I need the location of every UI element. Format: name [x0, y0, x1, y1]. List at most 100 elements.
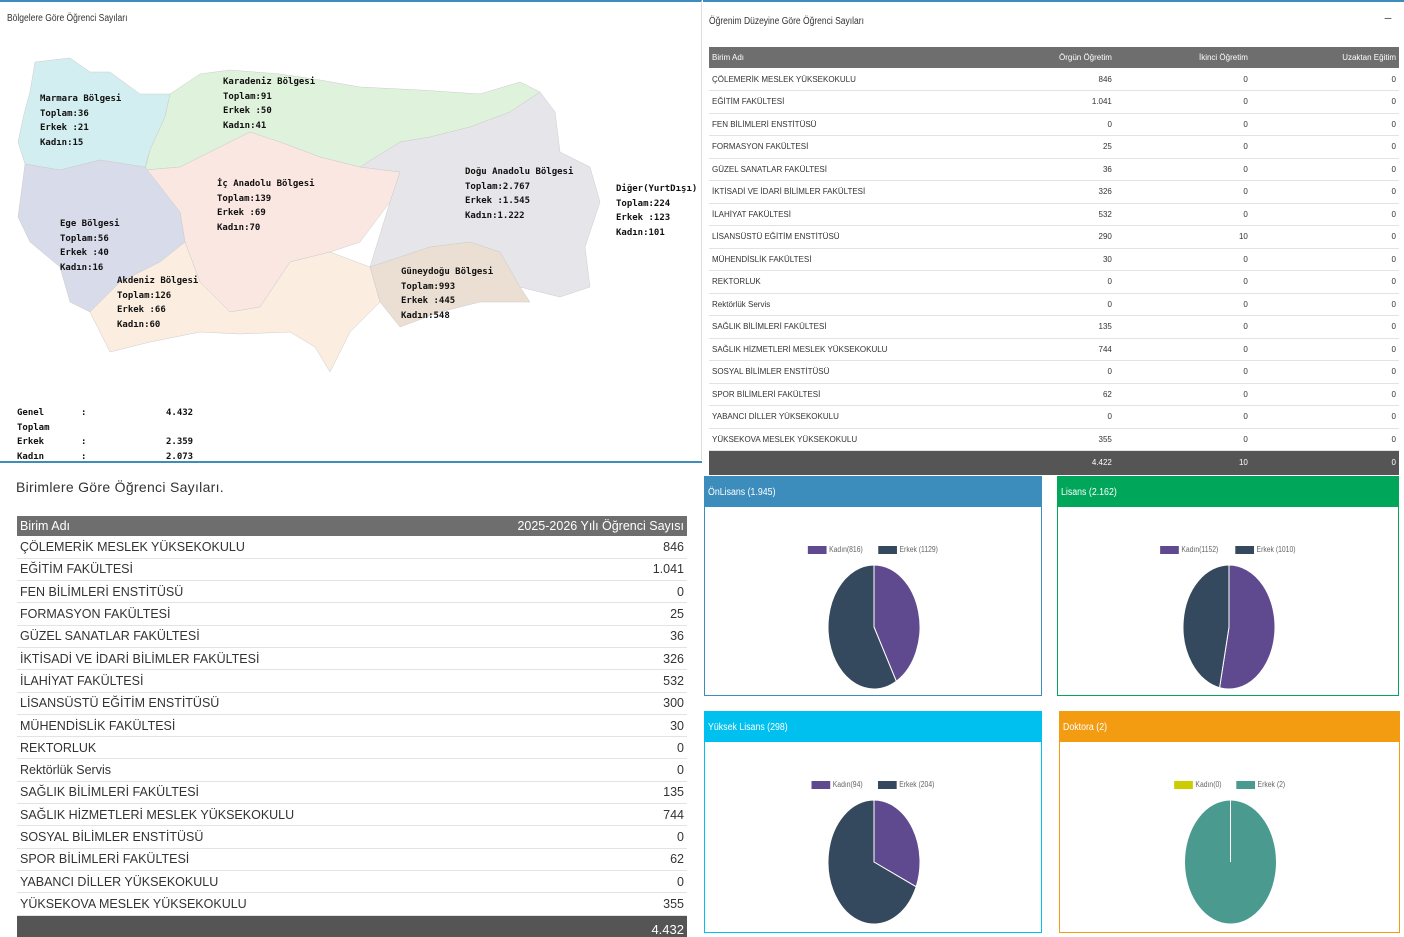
table-cell-value: 0 — [1114, 383, 1251, 406]
total-value: 2.073 — [166, 451, 194, 462]
pie-card: Lisans (2.162) Kadın(1152) Erkek (1010) — [1057, 476, 1399, 696]
pie-card-header: Lisans (2.162) — [1058, 477, 1398, 507]
table-row: REKTORLUK 0 — [17, 736, 687, 760]
table-cell-unit: ÇÖLEMERİK MESLEK YÜKSEKOKULU — [17, 536, 432, 559]
table-row: REKTORLUK 0 0 0 — [709, 270, 1399, 294]
table-row: GÜZEL SANATLAR FAKÜLTESİ 36 0 0 — [709, 158, 1399, 181]
table-cell-unit: FORMASYON FAKÜLTESİ — [709, 135, 969, 159]
table-cell-value: 0 — [1114, 203, 1251, 226]
pie-slice-kadin[interactable] — [1219, 564, 1276, 690]
region-map-panel: Bölgelere Göre Öğrenci Sayıları Marmara … — [0, 0, 702, 462]
table-cell-unit: İKTİSADİ VE İDARİ BİLİMLER FAKÜLTESİ — [709, 180, 969, 204]
table-row: SPOR BİLİMLERİ FAKÜLTESİ 62 0 0 — [709, 383, 1399, 406]
table-row: ÇÖLEMERİK MESLEK YÜKSEKOKULU 846 0 0 — [709, 68, 1399, 91]
table-cell-value: 10 — [1114, 225, 1251, 249]
table-cell-value: 30 — [431, 714, 687, 738]
table-cell-value: 0 — [1250, 338, 1399, 361]
legend-item[interactable]: Erkek (2) — [1235, 780, 1285, 789]
column-header[interactable]: Örgün Öğretim — [969, 47, 1115, 68]
region-stat: Erkek :21 — [40, 123, 89, 133]
table-cell-value: 532 — [431, 669, 687, 693]
pie-legend: Kadın(0) Erkek (2) — [1060, 780, 1399, 789]
table-cell-value: 0 — [1250, 270, 1399, 294]
table-cell-value: 0 — [1114, 293, 1251, 316]
region-stat: Toplam:2.767 — [465, 181, 531, 192]
map-region-marmara[interactable] — [17, 57, 171, 171]
region-label-ege: Ege Bölgesi Toplam:56 Erkek :40 Kadın:16 — [60, 217, 120, 275]
region-label-dogu-anadolu: Doğu Anadolu Bölgesi Toplam:2.767 Erkek :1… — [465, 165, 573, 223]
legend-item[interactable]: Erkek (204) — [877, 780, 934, 789]
column-header[interactable]: Birim Adı — [17, 516, 432, 536]
legend-label: Kadın(816) — [828, 545, 863, 554]
table-cell-unit: SAĞLIK HİZMETLERİ MESLEK YÜKSEKOKULU — [709, 338, 969, 361]
table-cell-value: 0 — [1114, 90, 1251, 114]
table-row: GÜZEL SANATLAR FAKÜLTESİ 36 — [17, 625, 687, 648]
table-row: FORMASYON FAKÜLTESİ 25 — [17, 602, 687, 626]
table-cell-unit: REKTORLUK — [17, 736, 432, 760]
column-header[interactable]: 2025-2026 Yılı Öğrenci Sayısı — [431, 516, 687, 536]
total-row: Genel Toplam: 4.432 — [17, 406, 193, 435]
pie-slice-erkek[interactable] — [827, 799, 917, 925]
pie-slice-erkek[interactable] — [827, 564, 897, 690]
minus-icon[interactable]: − — [1383, 10, 1392, 26]
region-stat: Kadın:1.222 — [465, 210, 525, 221]
legend-swatch — [1235, 545, 1254, 554]
table-cell-value: 0 — [431, 758, 687, 782]
table-cell-value: 326 — [969, 180, 1115, 204]
map-region-guneydogu[interactable] — [369, 241, 531, 328]
region-stat: Kadın:60 — [117, 319, 161, 330]
region-stat: Erkek :50 — [223, 106, 272, 116]
table-cell-unit: GÜZEL SANATLAR FAKÜLTESİ — [17, 625, 432, 648]
column-header[interactable]: Uzaktan Eğitim — [1250, 47, 1399, 68]
table-cell-unit: EĞİTİM FAKÜLTESİ — [709, 90, 969, 114]
column-header[interactable]: Birim Adı — [709, 47, 969, 68]
region-stat: Erkek :69 — [217, 208, 266, 218]
pie-slice-kadin[interactable] — [873, 799, 921, 888]
footer-cell: 0 — [1250, 450, 1399, 475]
legend-item[interactable]: Erkek (1010) — [1235, 545, 1295, 554]
table-row: YABANCI DİLLER YÜKSEKOKULU 0 — [17, 870, 687, 894]
region-name: Ege Bölgesi — [60, 219, 120, 229]
table-cell-unit: ÇÖLEMERİK MESLEK YÜKSEKOKULU — [709, 68, 969, 91]
total-row: Kadın: 2.073 — [17, 450, 193, 465]
table-row: SAĞLIK BİLİMLERİ FAKÜLTESİ 135 0 0 — [709, 315, 1399, 339]
table-cell-value: 532 — [969, 203, 1115, 226]
table-cell-unit: SAĞLIK BİLİMLERİ FAKÜLTESİ — [709, 315, 969, 339]
table-cell-value: 0 — [1114, 135, 1251, 159]
table-cell-unit: SPOR BİLİMLERİ FAKÜLTESİ — [709, 383, 969, 406]
table-cell-unit: FORMASYON FAKÜLTESİ — [17, 602, 432, 626]
table-cell-value: 0 — [1250, 293, 1399, 316]
table-cell-unit: SPOR BİLİMLERİ FAKÜLTESİ — [17, 848, 432, 871]
region-label-diger: Diğer(YurtDışı) Toplam:224 Erkek :123 Kadın… — [616, 182, 697, 240]
column-header[interactable]: İkinci Öğretim — [1114, 47, 1251, 68]
legend-item[interactable]: Kadın(816) — [807, 545, 862, 554]
table-row: YÜKSEKOVA MESLEK YÜKSEKOKULU 355 0 0 — [709, 428, 1399, 451]
education-level-title: Öğrenim Düzeyine Göre Öğrenci Sayıları — [709, 16, 864, 27]
region-label-guneydogu: Güneydoğu Bölgesi Toplam:993 Erkek :445 Kad… — [401, 265, 493, 323]
table-cell-unit: YABANCI DİLLER YÜKSEKOKULU — [709, 405, 969, 429]
pie-title: Yüksek Lisans (298) — [708, 722, 788, 733]
legend-item[interactable]: Erkek (1129) — [878, 545, 938, 554]
table-cell-value: 355 — [969, 428, 1115, 451]
table-cell-value: 0 — [1114, 180, 1251, 204]
legend-item[interactable]: Kadın(0) — [1174, 780, 1221, 789]
pie-slice-erkek[interactable] — [1182, 564, 1230, 689]
table-cell-value: 0 — [1250, 68, 1399, 91]
legend-swatch — [877, 780, 897, 789]
legend-swatch — [1160, 545, 1180, 554]
region-name: Doğu Anadolu Bölgesi — [465, 167, 574, 177]
table-cell-unit: FEN BİLİMLERİ ENSTİTÜSÜ — [17, 580, 432, 604]
legend-item[interactable]: Kadın(1152) — [1160, 545, 1219, 554]
table-cell-value: 135 — [969, 315, 1115, 339]
table-row: İKTİSADİ VE İDARİ BİLİMLER FAKÜLTESİ 326 — [17, 647, 687, 671]
table-cell-value: 30 — [969, 248, 1115, 271]
pie-slice-kadin[interactable] — [873, 564, 921, 683]
pie-title: Doktora (2) — [1063, 722, 1108, 733]
table-row: SAĞLIK HİZMETLERİ MESLEK YÜKSEKOKULU 744 0… — [709, 338, 1399, 361]
pie-chart — [827, 564, 921, 690]
region-stat: Toplam:224 — [616, 198, 671, 209]
legend-swatch — [1235, 780, 1255, 789]
legend-item[interactable]: Kadın(94) — [811, 780, 862, 789]
total-label: Erkek — [17, 437, 45, 447]
pie-chart — [1182, 564, 1276, 690]
